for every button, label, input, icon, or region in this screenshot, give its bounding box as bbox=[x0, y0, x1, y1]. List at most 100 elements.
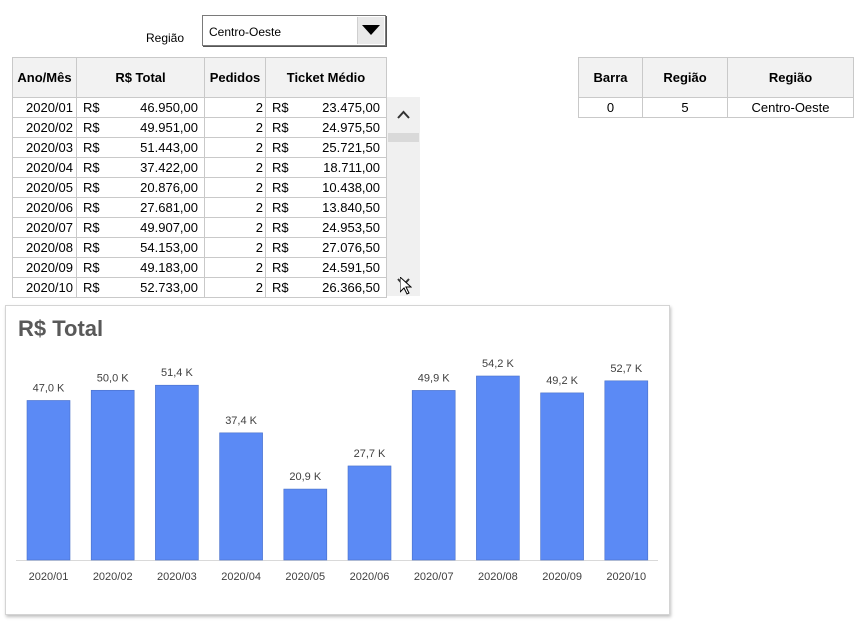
table-row: 2020/10 R$ 52.733,00 2 R$ 26.366,50 bbox=[12, 277, 387, 298]
data-label: 49,9 K bbox=[418, 372, 450, 384]
x-tick-label: 2020/09 bbox=[542, 571, 582, 583]
cell-total[interactable]: R$ 52.733,00 bbox=[76, 277, 205, 298]
data-label: 49,2 K bbox=[546, 375, 578, 387]
table-row: 2020/06 R$ 27.681,00 2 R$ 13.840,50 bbox=[12, 197, 387, 218]
total-value: 51.443,00 bbox=[140, 140, 198, 155]
currency-symbol: R$ bbox=[272, 220, 289, 235]
currency-symbol: R$ bbox=[272, 180, 289, 195]
bar-2020/04[interactable] bbox=[219, 432, 263, 561]
cell-month[interactable]: 2020/01 bbox=[12, 97, 77, 118]
ticket-value: 10.438,00 bbox=[322, 180, 380, 195]
region-label: Região bbox=[146, 31, 185, 45]
cell-total[interactable]: R$ 49.183,00 bbox=[76, 257, 205, 278]
table-row: 2020/05 R$ 20.876,00 2 R$ 10.438,00 bbox=[12, 177, 387, 198]
cell-month[interactable]: 2020/08 bbox=[12, 237, 77, 258]
helper-header-row: Barra Região Região bbox=[578, 57, 854, 98]
cell-month[interactable]: 2020/02 bbox=[12, 117, 77, 138]
table-row: 2020/04 R$ 37.422,00 2 R$ 18.711,00 bbox=[12, 157, 387, 178]
table-row: 2020/09 R$ 49.183,00 2 R$ 24.591,50 bbox=[12, 257, 387, 278]
header-total: R$ Total bbox=[76, 57, 205, 98]
cell-ticket[interactable]: R$ 18.711,00 bbox=[265, 157, 387, 178]
currency-symbol: R$ bbox=[83, 260, 100, 275]
header-ticket: Ticket Médio bbox=[265, 57, 387, 98]
data-label: 37,4 K bbox=[225, 415, 257, 427]
cell-ticket[interactable]: R$ 13.840,50 bbox=[265, 197, 387, 218]
ticket-value: 24.975,50 bbox=[322, 120, 380, 135]
cell-total[interactable]: R$ 37.422,00 bbox=[76, 157, 205, 178]
bar-2020/10[interactable] bbox=[604, 380, 649, 561]
header-month: Ano/Mês bbox=[12, 57, 77, 98]
x-tick-label: 2020/04 bbox=[221, 571, 261, 583]
currency-symbol: R$ bbox=[272, 240, 289, 255]
bar-2020/03[interactable] bbox=[155, 384, 199, 561]
cell-ticket[interactable]: R$ 24.953,50 bbox=[265, 217, 387, 238]
cell-barra[interactable]: 0 bbox=[578, 97, 643, 118]
data-label: 51,4 K bbox=[161, 367, 193, 379]
cell-total[interactable]: R$ 49.951,00 bbox=[76, 117, 205, 138]
cell-regiao-name[interactable]: Centro-Oeste bbox=[727, 97, 854, 118]
currency-symbol: R$ bbox=[83, 220, 100, 235]
bar-2020/01[interactable] bbox=[26, 400, 71, 561]
bar-2020/09[interactable] bbox=[540, 392, 584, 561]
cell-month[interactable]: 2020/03 bbox=[12, 137, 77, 158]
total-value: 49.907,00 bbox=[140, 220, 198, 235]
total-value: 54.153,00 bbox=[140, 240, 198, 255]
bar-2020/02[interactable] bbox=[90, 389, 135, 561]
bar-2020/08[interactable] bbox=[476, 375, 520, 561]
helper-row: 0 5 Centro-Oeste bbox=[578, 97, 854, 118]
currency-symbol: R$ bbox=[272, 280, 289, 295]
x-tick-label: 2020/06 bbox=[350, 571, 390, 583]
cell-month[interactable]: 2020/06 bbox=[12, 197, 77, 218]
data-label: 20,9 K bbox=[289, 471, 321, 483]
cell-regiao-index[interactable]: 5 bbox=[642, 97, 728, 118]
data-label: 47,0 K bbox=[33, 382, 65, 394]
header-regiao-index: Região bbox=[642, 57, 728, 98]
cell-total[interactable]: R$ 20.876,00 bbox=[76, 177, 205, 198]
table-row: 2020/01 R$ 46.950,00 2 R$ 23.475,00 bbox=[12, 97, 387, 118]
x-tick-label: 2020/10 bbox=[606, 571, 646, 583]
ticket-value: 24.591,50 bbox=[322, 260, 380, 275]
currency-symbol: R$ bbox=[83, 120, 100, 135]
region-dropdown-value: Centro-Oeste bbox=[209, 25, 282, 39]
chart-title: R$ Total bbox=[18, 316, 104, 341]
cell-ticket[interactable]: R$ 27.076,50 bbox=[265, 237, 387, 258]
table-scrollbar[interactable] bbox=[387, 97, 420, 296]
chevron-up-icon[interactable] bbox=[397, 110, 410, 119]
currency-symbol: R$ bbox=[83, 280, 100, 295]
currency-symbol: R$ bbox=[272, 200, 289, 215]
cell-ticket[interactable]: R$ 26.366,50 bbox=[265, 277, 387, 298]
currency-symbol: R$ bbox=[272, 260, 289, 275]
total-value: 46.950,00 bbox=[140, 100, 198, 115]
total-value: 49.951,00 bbox=[140, 120, 198, 135]
dropdown-arrow-button[interactable] bbox=[357, 17, 384, 44]
cell-orders[interactable]: 2 bbox=[204, 277, 266, 298]
bar-2020/05[interactable] bbox=[283, 488, 328, 561]
currency-symbol: R$ bbox=[272, 160, 289, 175]
ticket-value: 27.076,50 bbox=[322, 240, 380, 255]
total-value: 37.422,00 bbox=[140, 160, 198, 175]
total-value: 52.733,00 bbox=[140, 280, 198, 295]
data-label: 50,0 K bbox=[97, 372, 129, 384]
ticket-value: 18.711,00 bbox=[323, 160, 380, 175]
bar-2020/06[interactable] bbox=[347, 465, 392, 561]
x-tick-label: 2020/05 bbox=[285, 571, 325, 583]
ticket-value: 25.721,50 bbox=[322, 140, 380, 155]
region-dropdown[interactable]: Centro-Oeste bbox=[202, 15, 386, 46]
cell-month[interactable]: 2020/10 bbox=[12, 277, 77, 298]
total-value: 20.876,00 bbox=[140, 180, 198, 195]
currency-symbol: R$ bbox=[83, 100, 100, 115]
currency-symbol: R$ bbox=[83, 240, 100, 255]
bar-2020/07[interactable] bbox=[411, 390, 456, 561]
currency-symbol: R$ bbox=[272, 120, 289, 135]
header-barra: Barra bbox=[578, 57, 643, 98]
header-regiao-name: Região bbox=[727, 57, 854, 98]
x-tick-label: 2020/02 bbox=[93, 571, 133, 583]
cell-total[interactable]: R$ 27.681,00 bbox=[76, 197, 205, 218]
triangle-down-icon bbox=[362, 25, 380, 35]
mouse-cursor-icon bbox=[400, 277, 412, 295]
scrollbar-thumb[interactable] bbox=[388, 133, 419, 142]
currency-symbol: R$ bbox=[83, 180, 100, 195]
currency-symbol: R$ bbox=[83, 160, 100, 175]
data-label: 54,2 K bbox=[482, 358, 514, 370]
